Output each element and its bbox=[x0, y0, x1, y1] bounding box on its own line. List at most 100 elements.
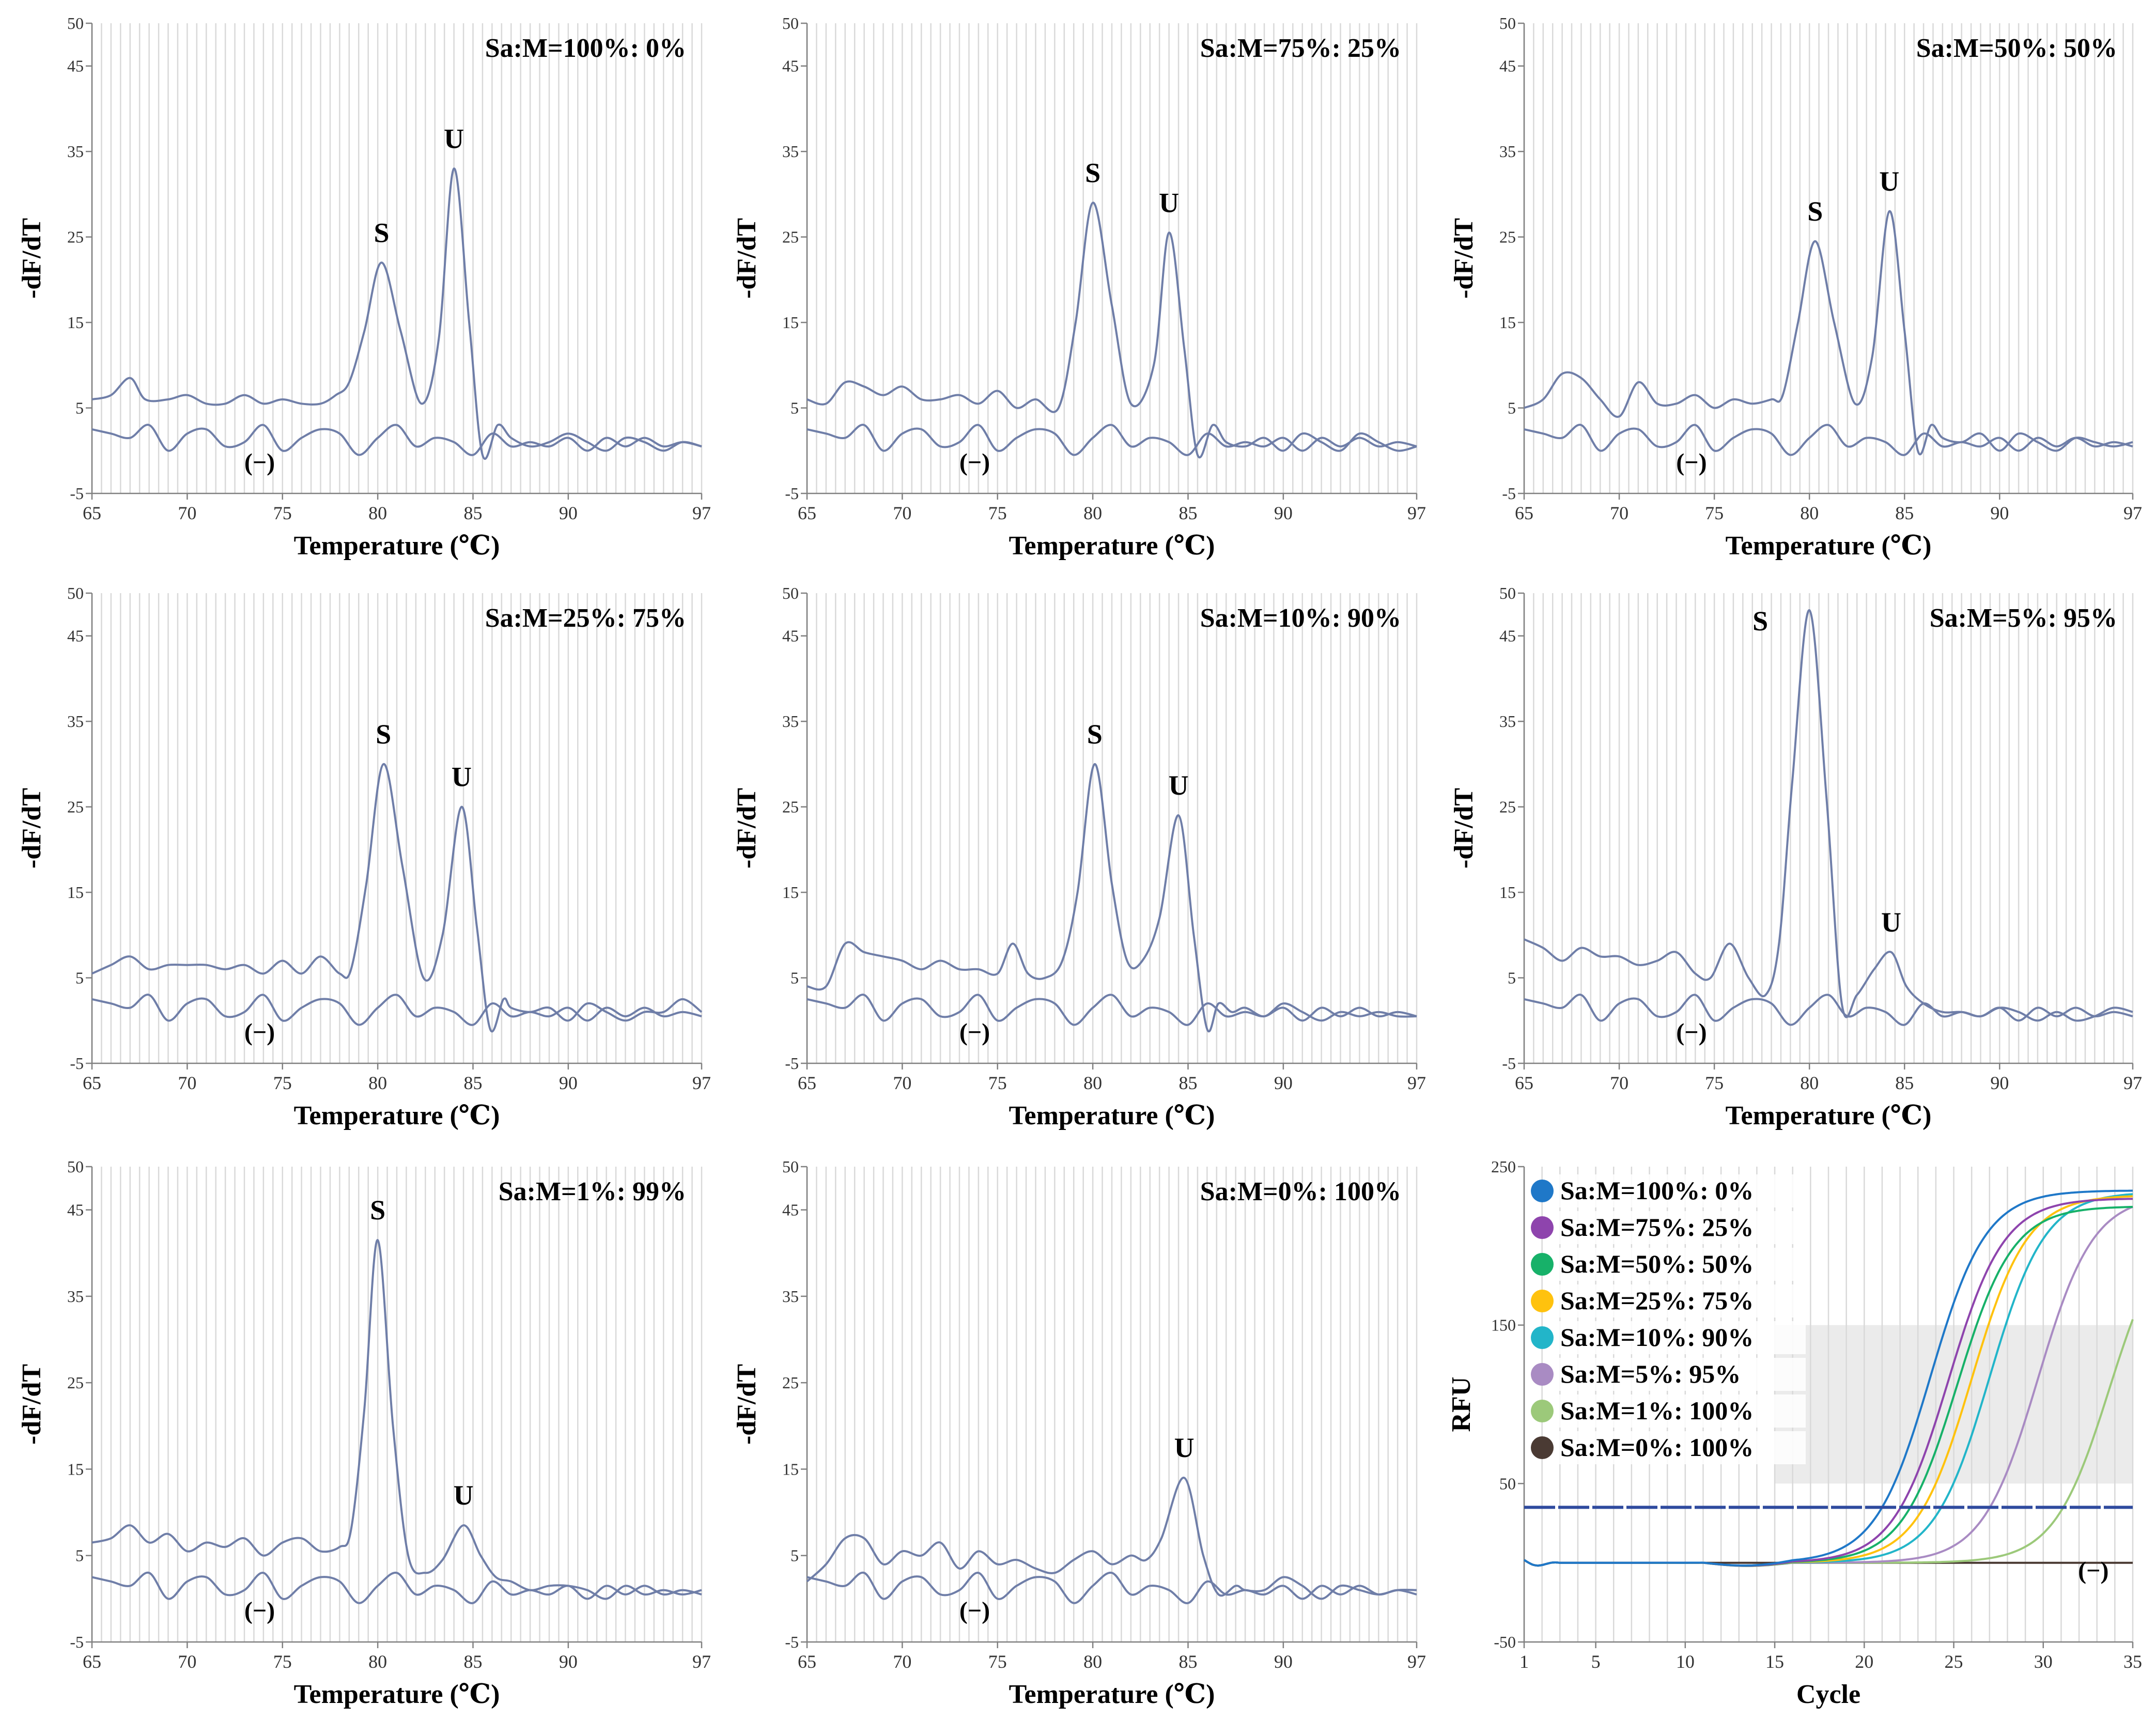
legend-label: Sa:M=5%: 95% bbox=[1560, 1359, 1741, 1388]
y-tick-label: 50 bbox=[1499, 1474, 1516, 1493]
x-tick-label: 90 bbox=[1274, 503, 1293, 523]
x-tick-label: 97 bbox=[692, 1651, 711, 1672]
y-tick-label: 5 bbox=[75, 399, 84, 417]
legend-marker bbox=[1531, 1290, 1554, 1312]
x-tick-label: 85 bbox=[1179, 1073, 1198, 1093]
legend-marker bbox=[1531, 1363, 1554, 1386]
x-tick-label: 15 bbox=[1765, 1651, 1784, 1672]
legend-label: Sa:M=1%: 100% bbox=[1560, 1396, 1754, 1425]
y-tick-label: 15 bbox=[67, 1460, 84, 1478]
x-tick-label: 70 bbox=[178, 503, 196, 523]
x-tick-label: 90 bbox=[1990, 1073, 2009, 1093]
y-tick-label: -5 bbox=[785, 484, 799, 503]
x-tick-label: 75 bbox=[988, 1651, 1007, 1672]
x-axis-title: Temperature (℃) bbox=[294, 1101, 500, 1130]
x-axis-title: Temperature (℃) bbox=[1009, 1101, 1215, 1130]
y-tick-label: -5 bbox=[70, 484, 84, 503]
peak-label-s: S bbox=[1085, 157, 1100, 188]
y-tick-label: 15 bbox=[67, 883, 84, 902]
x-tick-label: 20 bbox=[1855, 1651, 1873, 1672]
y-tick-label: 25 bbox=[1499, 798, 1516, 816]
x-tick-label: 80 bbox=[368, 503, 387, 523]
x-tick-label: 85 bbox=[1895, 503, 1914, 523]
negative-control-label: (−) bbox=[1676, 448, 1707, 476]
x-tick-label: 97 bbox=[2123, 503, 2142, 523]
amplification-curve bbox=[1523, 1189, 2133, 1567]
x-tick-label: 30 bbox=[2034, 1651, 2053, 1672]
legend-marker bbox=[1531, 1216, 1554, 1239]
panel-title: Sa:M=0%: 100% bbox=[1200, 1177, 1401, 1206]
y-tick-label: 15 bbox=[1499, 313, 1516, 332]
y-tick-label: 250 bbox=[1491, 1157, 1516, 1176]
y-tick-label: 5 bbox=[75, 969, 84, 987]
y-tick-label: 5 bbox=[790, 969, 799, 987]
x-tick-label: 75 bbox=[273, 1073, 292, 1093]
x-axis-title: Cycle bbox=[1796, 1680, 1860, 1709]
y-tick-label: -50 bbox=[1494, 1633, 1516, 1651]
negative-control-label: (−) bbox=[2078, 1557, 2108, 1584]
y-axis-title: -dF/dT bbox=[732, 1364, 762, 1445]
y-tick-label: 45 bbox=[1499, 57, 1516, 75]
x-tick-label: 65 bbox=[83, 503, 101, 523]
y-tick-label: 35 bbox=[67, 142, 84, 161]
y-axis-title: -dF/dT bbox=[732, 218, 762, 299]
x-tick-label: 10 bbox=[1676, 1651, 1695, 1672]
x-tick-label: 80 bbox=[1083, 1651, 1102, 1672]
x-axis-title: Temperature (℃) bbox=[1009, 531, 1215, 561]
y-tick-label: 35 bbox=[782, 712, 799, 731]
y-tick-label: 25 bbox=[67, 1373, 84, 1392]
x-tick-label: 80 bbox=[1800, 1073, 1819, 1093]
x-tick-label: 90 bbox=[559, 1651, 578, 1672]
y-tick-label: 5 bbox=[1508, 969, 1516, 987]
peak-label-s: S bbox=[376, 719, 391, 750]
y-tick-label: -5 bbox=[70, 1633, 84, 1651]
y-axis-title: RFU bbox=[1447, 1377, 1476, 1432]
negative-control-curve bbox=[806, 1571, 1417, 1604]
panel-title: Sa:M=1%: 99% bbox=[499, 1177, 686, 1206]
panel-title: Sa:M=50%: 50% bbox=[1916, 34, 2117, 63]
y-tick-label: 45 bbox=[67, 1201, 84, 1219]
x-tick-label: 70 bbox=[1610, 503, 1628, 523]
panel-title: Sa:M=75%: 25% bbox=[1200, 34, 1401, 63]
y-tick-label: 5 bbox=[1508, 399, 1516, 417]
x-axis-title: Temperature (℃) bbox=[294, 1680, 500, 1709]
negative-control-label: (−) bbox=[959, 1597, 990, 1624]
peak-label-u: U bbox=[454, 1480, 474, 1511]
y-tick-label: 25 bbox=[782, 228, 799, 246]
x-tick-label: 65 bbox=[1515, 1073, 1533, 1093]
y-tick-label: -5 bbox=[1502, 1054, 1516, 1073]
y-tick-label: 45 bbox=[1499, 627, 1516, 645]
melt-curve-panel-2: -5 5 15 25 35 45 50 65 70 75 80 85 90 97 Temperature (… bbox=[732, 14, 1426, 561]
melt-curve-panel-1: -5 5 15 25 35 45 50 65 70 75 80 85 90 97 Temperature (… bbox=[17, 14, 711, 561]
legend-label: Sa:M=100%: 0% bbox=[1560, 1176, 1754, 1205]
y-tick-label: 45 bbox=[67, 627, 84, 645]
x-tick-label: 80 bbox=[1083, 503, 1102, 523]
legend-bg bbox=[1547, 1248, 1806, 1281]
sample-melt-curve bbox=[91, 1239, 702, 1600]
peak-label-s: S bbox=[1087, 719, 1103, 750]
x-axis-title: Temperature (℃) bbox=[1726, 531, 1932, 561]
legend-bg bbox=[1547, 1394, 1806, 1428]
panel-title: Sa:M=10%: 90% bbox=[1200, 603, 1401, 633]
x-tick-label: 70 bbox=[178, 1651, 196, 1672]
peak-label-s: S bbox=[1752, 606, 1768, 637]
x-tick-label: 85 bbox=[464, 1073, 483, 1093]
y-tick-label: 15 bbox=[1499, 883, 1516, 902]
legend: Sa:M=100%: 0% Sa:M=75%: 25% Sa:M=50%: 50% S… bbox=[1531, 1174, 1806, 1464]
negative-control-curve bbox=[91, 994, 702, 1026]
legend-marker bbox=[1531, 1326, 1554, 1349]
y-tick-label: 50 bbox=[782, 14, 799, 33]
peak-label-s: S bbox=[1807, 196, 1823, 227]
negative-control-curve bbox=[91, 1571, 702, 1604]
x-tick-label: 70 bbox=[1610, 1073, 1628, 1093]
legend-bg bbox=[1547, 1211, 1806, 1244]
y-tick-label: 50 bbox=[782, 1157, 799, 1176]
peak-label-s: S bbox=[370, 1195, 385, 1226]
y-tick-label: 25 bbox=[67, 228, 84, 246]
legend-label: Sa:M=10%: 90% bbox=[1560, 1323, 1754, 1352]
x-tick-label: 70 bbox=[893, 1073, 911, 1093]
x-tick-label: 65 bbox=[798, 503, 816, 523]
y-tick-label: 5 bbox=[790, 399, 799, 417]
melt-curve-panel-5: -5 5 15 25 35 45 50 65 70 75 80 85 90 97 Temperature (… bbox=[732, 584, 1426, 1130]
